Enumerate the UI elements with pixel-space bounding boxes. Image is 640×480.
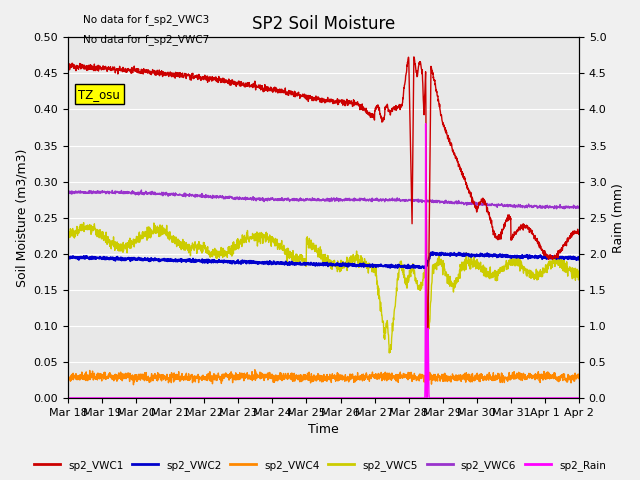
Legend: sp2_VWC1, sp2_VWC2, sp2_VWC4, sp2_VWC5, sp2_VWC6, sp2_Rain: sp2_VWC1, sp2_VWC2, sp2_VWC4, sp2_VWC5, … bbox=[30, 456, 610, 475]
Text: No data for f_sp2_VWC3: No data for f_sp2_VWC3 bbox=[83, 14, 209, 25]
Y-axis label: Soil Moisture (m3/m3): Soil Moisture (m3/m3) bbox=[15, 148, 28, 287]
Text: No data for f_sp2_VWC7: No data for f_sp2_VWC7 bbox=[83, 34, 209, 45]
Title: SP2 Soil Moisture: SP2 Soil Moisture bbox=[252, 15, 395, 33]
Text: TZ_osu: TZ_osu bbox=[78, 88, 120, 101]
X-axis label: Time: Time bbox=[308, 423, 339, 436]
Y-axis label: Raim (mm): Raim (mm) bbox=[612, 183, 625, 252]
